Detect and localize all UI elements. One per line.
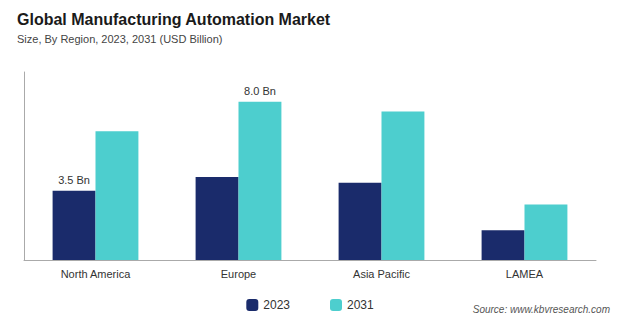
svg-text:Asia Pacific: Asia Pacific [353, 268, 410, 280]
svg-text:North America: North America [61, 268, 132, 280]
svg-text:Source: www.kbvresearch.com: Source: www.kbvresearch.com [473, 304, 610, 315]
svg-text:LAMEA: LAMEA [506, 268, 544, 280]
svg-text:Global Manufacturing Automatio: Global Manufacturing Automation Market [17, 11, 331, 28]
svg-text:2031: 2031 [347, 298, 374, 312]
svg-text:Size, By Region, 2023, 2031 (U: Size, By Region, 2023, 2031 (USD Billion… [17, 33, 222, 45]
svg-text:Europe: Europe [221, 268, 256, 280]
svg-text:2023: 2023 [263, 298, 290, 312]
svg-text:8.0 Bn: 8.0 Bn [244, 85, 276, 97]
svg-text:3.5 Bn: 3.5 Bn [58, 174, 90, 186]
